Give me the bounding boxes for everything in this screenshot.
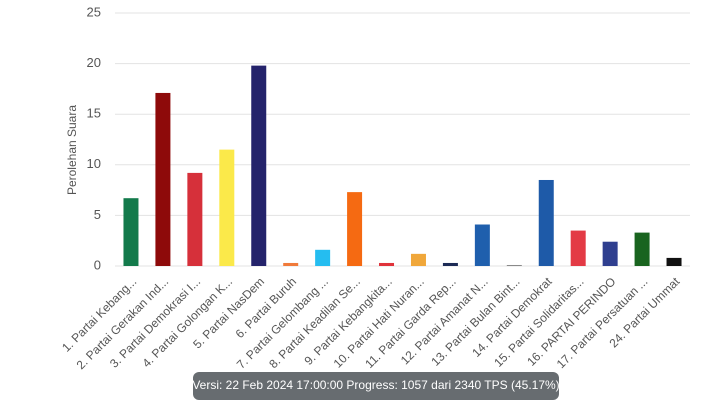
bar — [442, 262, 458, 266]
bar — [634, 232, 650, 266]
bar — [283, 262, 299, 266]
bar — [315, 249, 331, 266]
tooltip: Versi: 22 Feb 2024 17:00:00 Progress: 10… — [192, 372, 560, 400]
y-tick-label: 0 — [94, 257, 101, 272]
tooltip-text: Versi: 22 Feb 2024 17:00:00 Progress: 10… — [192, 378, 559, 392]
y-tick-label: 15 — [87, 106, 101, 121]
bar — [666, 257, 682, 266]
bar — [219, 149, 235, 266]
bar — [123, 198, 139, 266]
bar — [379, 262, 395, 266]
y-tick-label: 10 — [87, 156, 101, 171]
y-axis-label: Perolehan Suara — [65, 105, 79, 195]
y-tick-label: 5 — [94, 207, 101, 222]
bar — [474, 224, 490, 266]
bar — [602, 241, 618, 266]
bar — [506, 264, 522, 266]
bar — [187, 172, 203, 266]
y-tick-label: 25 — [87, 4, 101, 19]
bar — [410, 253, 426, 266]
tooltip-box — [193, 372, 559, 400]
bar — [251, 65, 267, 267]
bar — [347, 192, 363, 266]
y-tick-label: 20 — [87, 55, 101, 70]
bar — [570, 230, 586, 266]
bar — [155, 92, 171, 266]
bar — [538, 179, 554, 266]
